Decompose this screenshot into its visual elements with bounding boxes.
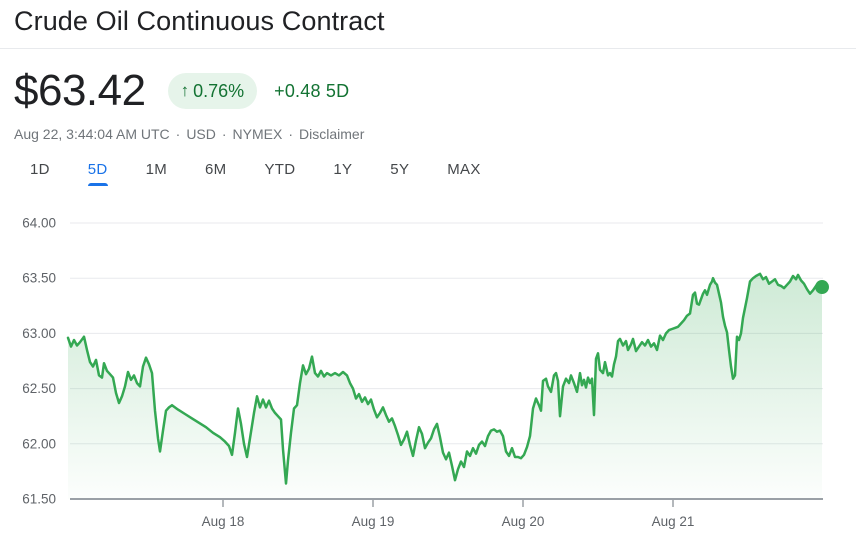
price-line xyxy=(66,272,824,485)
x-axis-label: Aug 20 xyxy=(502,514,545,529)
current-price: $63.42 xyxy=(14,66,146,115)
range-tabs: 1D 5D 1M 6M YTD 1Y 5Y MAX xyxy=(0,152,481,186)
x-axis-label: Aug 18 xyxy=(202,514,245,529)
tab-5y[interactable]: 5Y xyxy=(390,152,409,186)
tab-1m[interactable]: 1M xyxy=(146,152,167,186)
last-price-dot xyxy=(815,280,829,295)
price-chart-svg: 64.00 63.50 63.00 62.50 62.00 61.50 Aug 18 Aug … xyxy=(22,216,829,529)
tab-6m[interactable]: 6M xyxy=(205,152,226,186)
change-percent-badge: ↑ 0.76% xyxy=(167,73,258,109)
disclaimer-link[interactable]: Disclaimer xyxy=(299,126,365,142)
tab-5d[interactable]: 5D xyxy=(87,152,108,186)
quote-meta: Aug 22, 3:44:04 AM UTC · USD · NYMEX · D… xyxy=(14,126,364,142)
y-axis-label: 63.00 xyxy=(22,326,56,341)
tab-max[interactable]: MAX xyxy=(447,152,480,186)
change-percent: 0.76% xyxy=(193,80,245,101)
change-absolute: +0.48 5D xyxy=(274,80,350,101)
header-divider xyxy=(0,48,856,49)
y-axis-label: 63.50 xyxy=(22,271,56,286)
separator-dot: · xyxy=(175,126,181,142)
y-axis-label: 64.00 xyxy=(22,216,56,231)
tab-1y[interactable]: 1Y xyxy=(333,152,352,186)
quote-timestamp: Aug 22, 3:44:04 AM UTC xyxy=(14,126,170,142)
price-chart[interactable]: 64.00 63.50 63.00 62.50 62.00 61.50 Aug 18 Aug … xyxy=(0,200,856,551)
up-arrow-icon: ↑ xyxy=(180,81,190,100)
tab-ytd[interactable]: YTD xyxy=(264,152,295,186)
y-axis-label: 62.50 xyxy=(22,381,56,396)
quote-exchange: NYMEX xyxy=(232,126,283,142)
tab-1d[interactable]: 1D xyxy=(30,152,50,186)
separator-dot: · xyxy=(288,126,294,142)
x-axis-label: Aug 21 xyxy=(652,514,695,529)
x-axis-label: Aug 19 xyxy=(352,514,395,529)
y-axis-label: 62.00 xyxy=(22,436,56,451)
separator-dot: · xyxy=(221,126,227,142)
page-title: Crude Oil Continuous Contract xyxy=(14,6,385,36)
y-axis-label: 61.50 xyxy=(22,492,56,507)
price-area xyxy=(68,273,822,499)
quote-currency: USD xyxy=(186,126,216,142)
quote-summary: $63.42 ↑ 0.76% +0.48 5D xyxy=(14,66,350,115)
